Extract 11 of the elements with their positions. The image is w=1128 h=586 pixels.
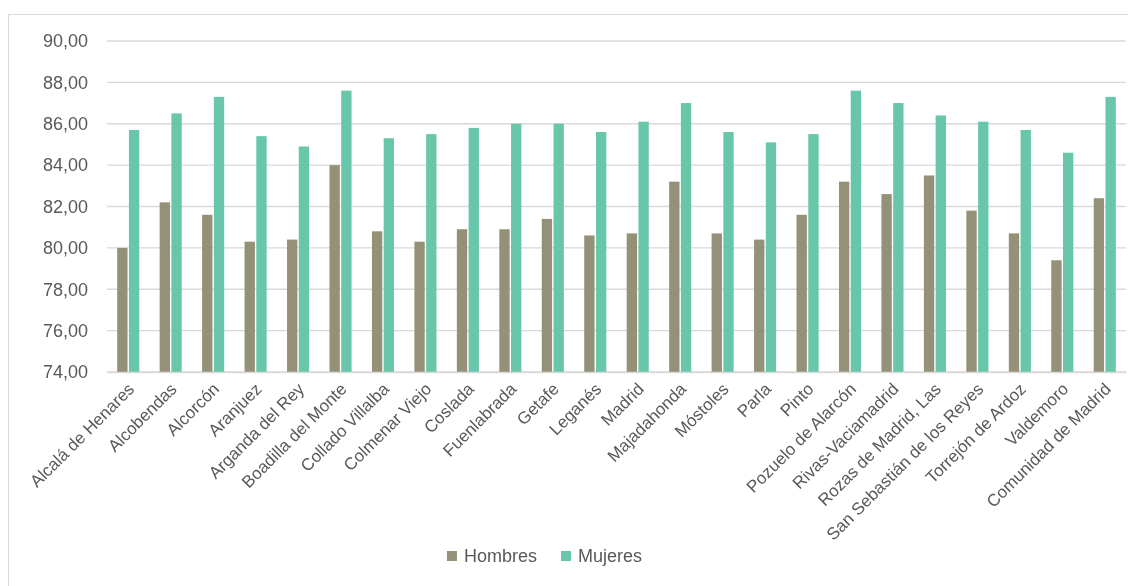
y-tick-label: 88,00: [42, 72, 88, 93]
y-tick-label: 80,00: [42, 238, 88, 259]
legend-label: Mujeres: [578, 546, 643, 567]
y-tick-label: 82,00: [42, 196, 88, 217]
y-tick-label: 74,00: [42, 362, 88, 383]
y-tick-label: 86,00: [42, 114, 88, 135]
y-tick-label: 90,00: [42, 31, 88, 52]
y-tick-label: 84,00: [42, 155, 88, 176]
y-tick-label: 76,00: [42, 320, 88, 341]
legend-label: Hombres: [463, 546, 537, 567]
y-tick-label: 78,00: [42, 279, 88, 300]
